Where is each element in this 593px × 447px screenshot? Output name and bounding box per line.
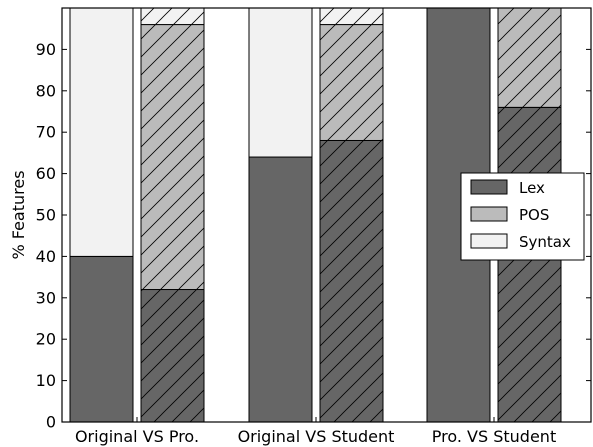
y-tick-label-60: 60 [36,164,56,183]
bars-group [69,7,562,423]
bar-original-vs-student-hatched-pos-hatch [320,24,383,141]
legend-label-lex: Lex [519,179,545,197]
y-tick-label-30: 30 [36,288,56,307]
y-tick-label-20: 20 [36,330,56,349]
plot-frame [61,7,592,423]
x-tick-label-original-vs-pro: Original VS Pro. [75,427,199,446]
y-axis-label: % Features [9,170,28,259]
y-tick-label-10: 10 [36,371,56,390]
legend-label-syntax: Syntax [519,233,571,251]
y-tick-label-50: 50 [36,206,56,225]
y-tick-label-80: 80 [36,81,56,100]
bar-original-vs-student-plain-syntax [248,7,313,158]
bar-original-vs-pro-hatched-syntax-hatch [141,8,204,25]
legend-swatch-lex [470,179,508,195]
legend-label-pos: POS [519,206,549,224]
bar-original-vs-student-hatched-lex-hatch [320,140,383,423]
x-tick-label-pro-vs-student: Pro. VS Student [432,427,556,446]
bar-original-vs-pro-hatched-lex-hatch [141,289,204,422]
y-tick-label-0: 0 [46,413,56,432]
bar-pro-vs-student-hatched-pos-hatch [498,8,561,108]
bar-original-vs-student-plain-lex [248,156,313,423]
bar-original-vs-student-hatched-syntax-hatch [320,8,383,25]
bar-original-vs-pro-plain-lex [69,255,134,423]
x-axis-ticks: Original VS Pro. Original VS Student Pro. … [75,417,556,446]
y-axis-ticks: 0 10 20 30 40 50 60 70 80 90 [36,40,591,432]
y-tick-label-70: 70 [36,123,56,142]
y-tick-label-40: 40 [36,247,56,266]
legend-swatch-pos [470,206,508,222]
y-tick-label-90: 90 [36,40,56,59]
legend: Lex POS Syntax [460,172,585,261]
x-tick-label-original-vs-student: Original VS Student [238,427,395,446]
bar-original-vs-pro-hatched-pos-hatch [141,24,204,290]
legend-swatch-syntax [470,233,508,249]
bar-pro-vs-student-hatched-lex-hatch [498,107,561,423]
bar-original-vs-pro-plain-syntax [69,7,134,257]
